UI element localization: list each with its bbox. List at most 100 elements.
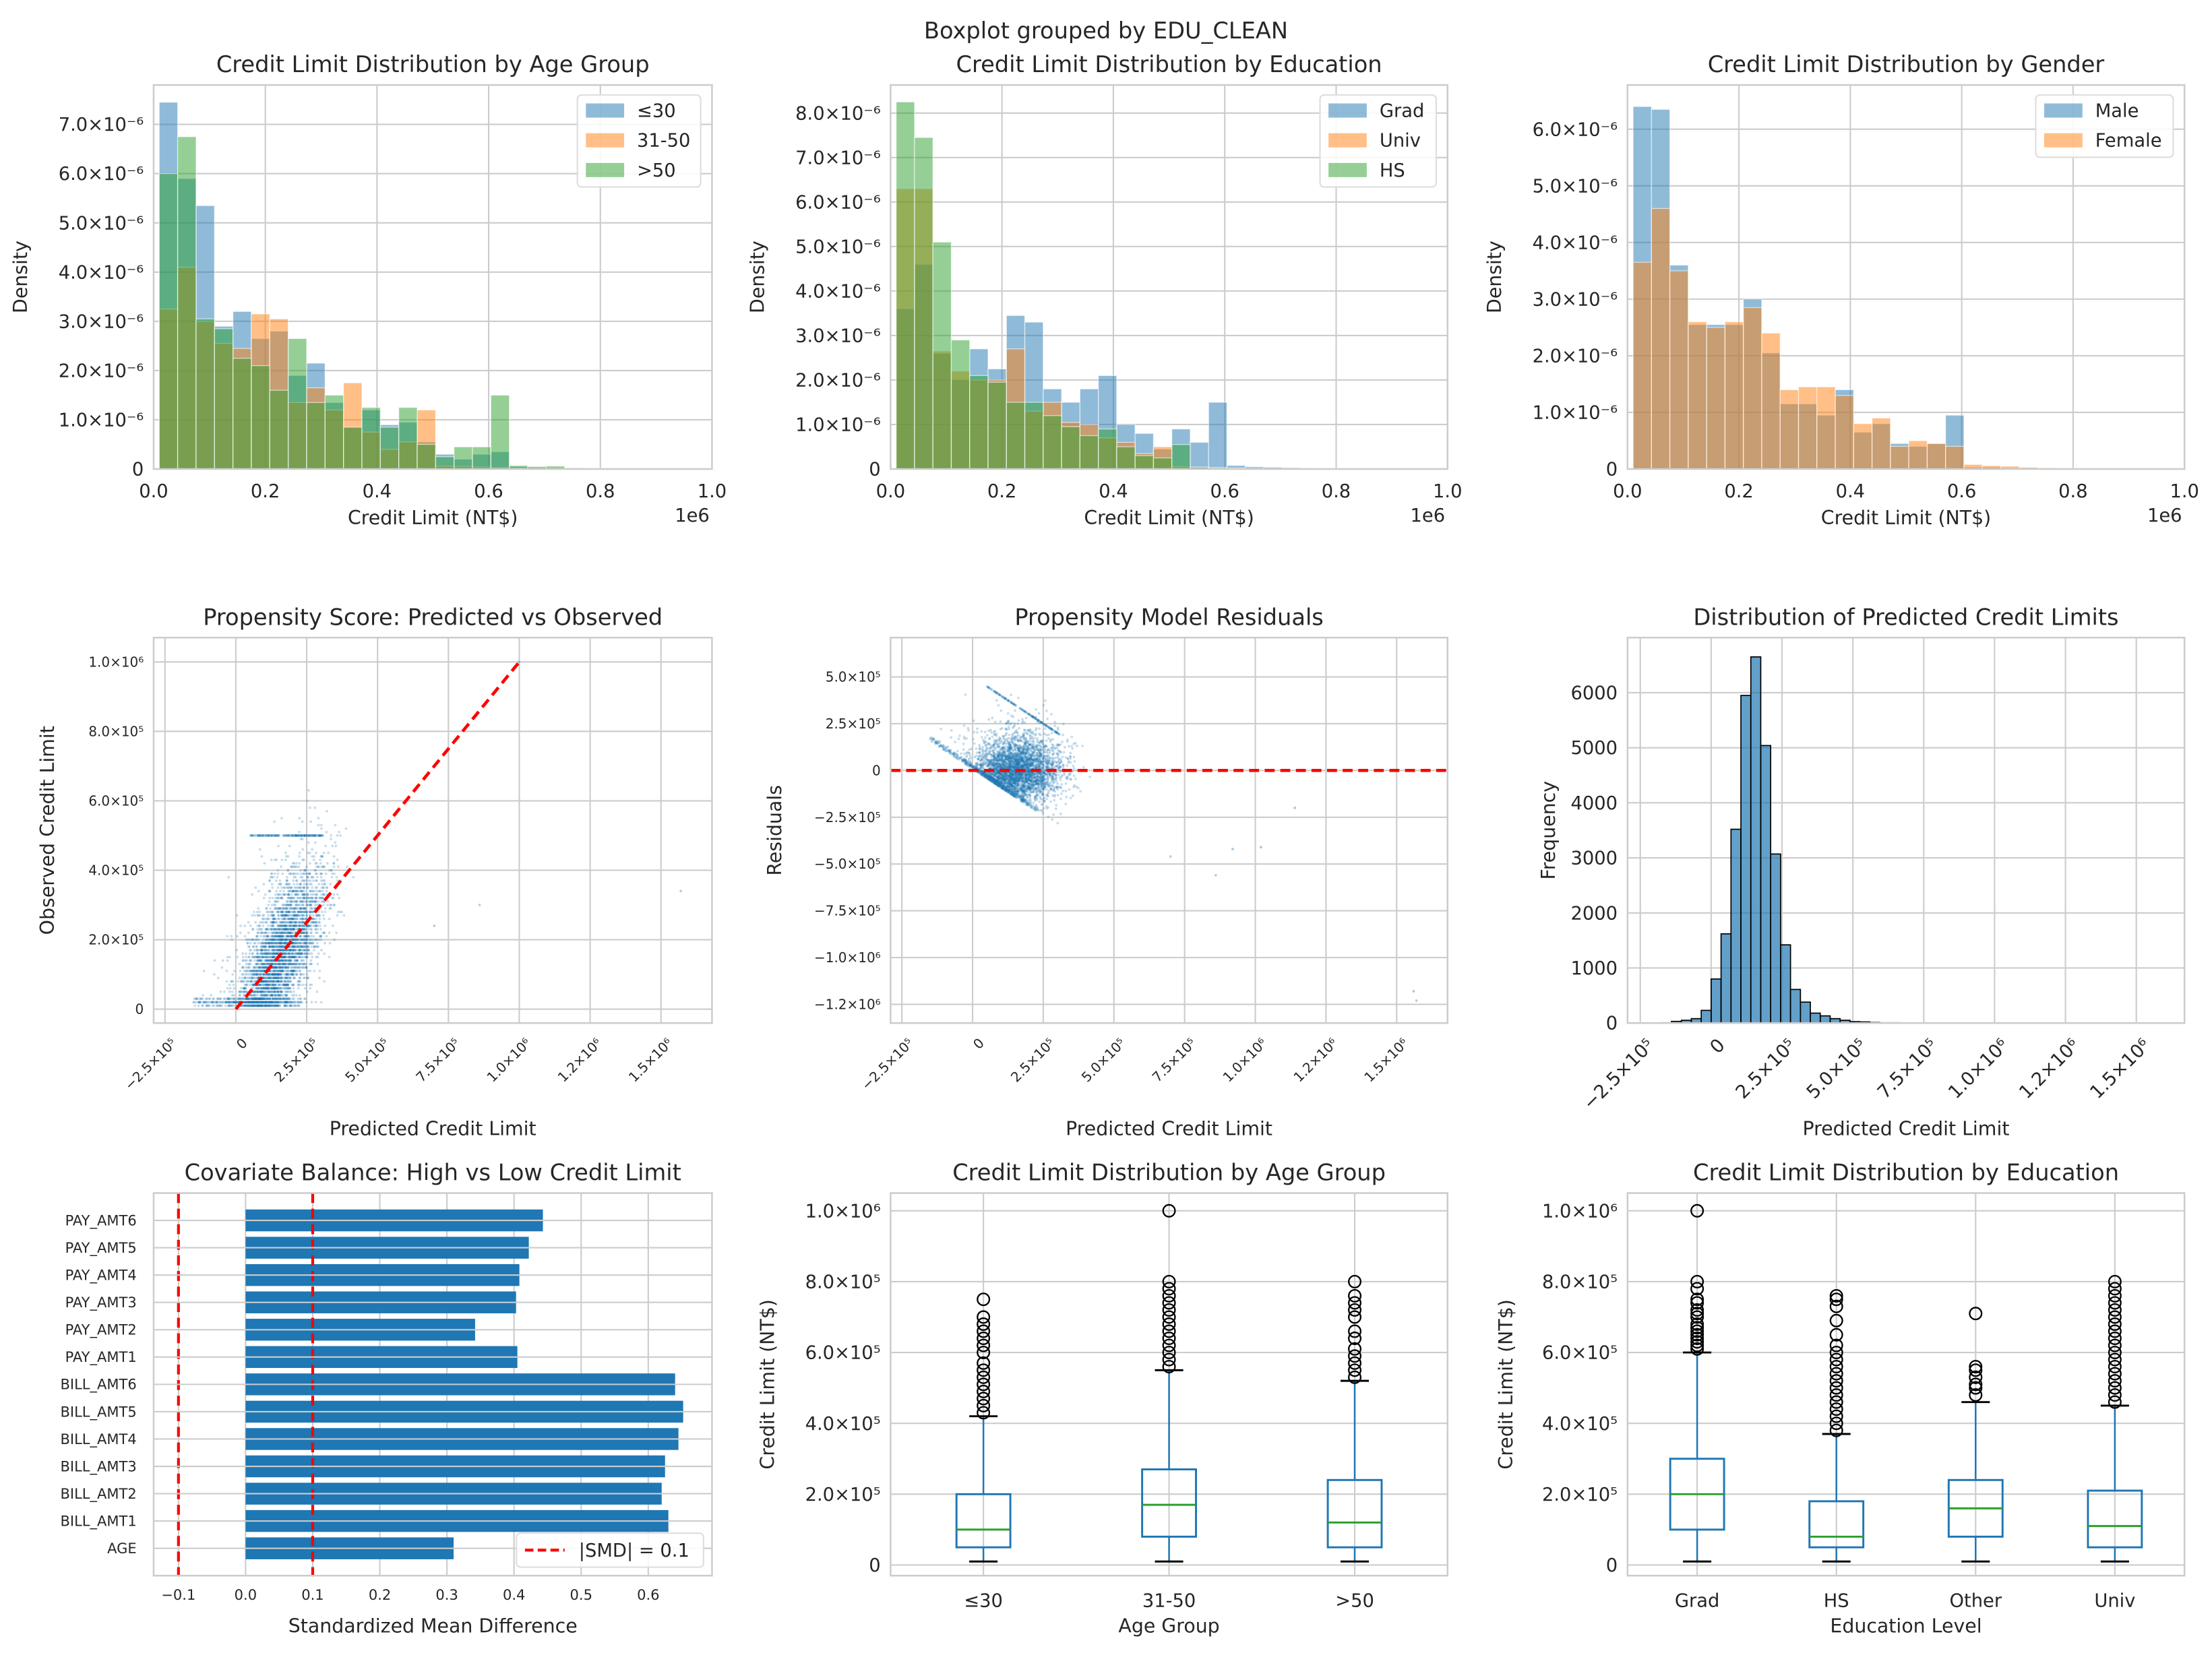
scatter-point [290, 925, 293, 927]
scatter-point [251, 997, 254, 1001]
scatter-point [303, 883, 306, 885]
scatter-point [262, 997, 265, 1001]
scatter-point [287, 966, 290, 969]
scatter-point [253, 990, 257, 993]
scatter-point [260, 1004, 264, 1007]
scatter-point [293, 990, 295, 993]
scatter-point [255, 962, 259, 966]
scatter-point [289, 959, 293, 962]
scatter-point [269, 907, 272, 910]
scatter-point [284, 987, 287, 990]
scatter-point [301, 966, 305, 969]
scatter-point [297, 945, 301, 948]
scatter-point [259, 990, 262, 993]
scatter-point [298, 949, 301, 951]
scatter-point [262, 990, 266, 993]
scatter-point [295, 959, 298, 962]
scatter-point [221, 959, 224, 962]
scatter-point [310, 935, 313, 938]
scatter-point [314, 1001, 317, 1004]
scatter-point [307, 789, 310, 792]
scatter-point [295, 959, 298, 962]
scatter-point [272, 920, 274, 924]
scatter-point [291, 949, 295, 951]
scatter-point [261, 945, 264, 948]
scatter-point [251, 1001, 255, 1004]
x-axis-label: Credit Limit (NT$) [1821, 507, 1991, 529]
scatter-point [319, 925, 321, 927]
scatter-point [282, 1001, 286, 1004]
scatter-point [263, 1001, 266, 1004]
scatter-point [290, 928, 293, 931]
scatter-point [274, 973, 277, 976]
scatter-point [269, 973, 272, 976]
scatter-point [299, 904, 303, 906]
scatter-point [199, 997, 203, 1001]
scatter-point [255, 997, 257, 1001]
scatter-point [311, 900, 314, 903]
scatter-point [277, 987, 280, 990]
scatter-point [264, 1001, 268, 1004]
scatter-point [234, 1001, 237, 1004]
scatter-point [263, 997, 266, 1001]
scatter-point [277, 928, 280, 931]
scatter-point [290, 900, 294, 903]
scatter-point [216, 997, 219, 1001]
scatter-point [292, 1001, 295, 1004]
scatter-point [271, 945, 274, 948]
scatter-point [243, 990, 245, 993]
scatter-point [284, 969, 288, 972]
scatter-point [311, 907, 313, 910]
scatter-point [276, 990, 279, 993]
scatter-point [296, 928, 299, 931]
scatter-point [278, 907, 280, 910]
scatter-point [232, 1001, 235, 1004]
scatter-point [286, 976, 290, 980]
scatter-point [295, 973, 298, 976]
scatter-point [287, 1001, 290, 1004]
scatter-point [264, 941, 268, 945]
scatter-point [261, 980, 264, 983]
scatter-point [284, 928, 288, 931]
scatter-point [293, 925, 296, 927]
scatter-point [312, 935, 315, 938]
scatter-point [271, 980, 274, 983]
scatter-point [299, 907, 303, 910]
scatter-point [257, 987, 261, 990]
scatter-point [305, 883, 308, 885]
scatter-point [272, 966, 276, 969]
scatter-point [269, 875, 272, 879]
scatter-point [284, 952, 287, 956]
scatter-point [303, 941, 306, 945]
scatter-point [305, 938, 308, 941]
scatter-point [248, 945, 251, 948]
scatter-point [239, 969, 242, 972]
scatter-point [274, 941, 276, 945]
y-tick-label: 2.0×10⁻⁶ [795, 371, 881, 392]
scatter-point [263, 862, 266, 865]
scatter-point [286, 949, 289, 951]
scatter-point [318, 834, 321, 837]
scatter-point [319, 834, 322, 837]
y-tick-label: 1.0×10⁻⁶ [1533, 403, 1618, 424]
scatter-point [274, 949, 277, 951]
scatter-point [273, 1004, 276, 1007]
scatter-point [315, 941, 319, 945]
scatter-point [284, 962, 287, 966]
scatter-point [244, 952, 247, 956]
scatter-point [241, 997, 244, 1001]
scatter-point [284, 973, 287, 976]
scatter-point [218, 1001, 222, 1004]
scatter-point [295, 914, 299, 917]
x-axis-label: Predicted Credit Limit [330, 1117, 536, 1139]
scatter-point [290, 966, 294, 969]
y-tick-label: −7.5×10⁵ [814, 903, 881, 919]
scatter-point [266, 928, 269, 931]
scatter-point [212, 1001, 216, 1004]
scatter-point [303, 928, 305, 931]
scatter-point [255, 1001, 259, 1004]
scatter-point [281, 969, 284, 972]
scatter-point [257, 941, 260, 945]
scatter-point [288, 904, 291, 906]
legend-label: 31-50 [637, 131, 690, 152]
